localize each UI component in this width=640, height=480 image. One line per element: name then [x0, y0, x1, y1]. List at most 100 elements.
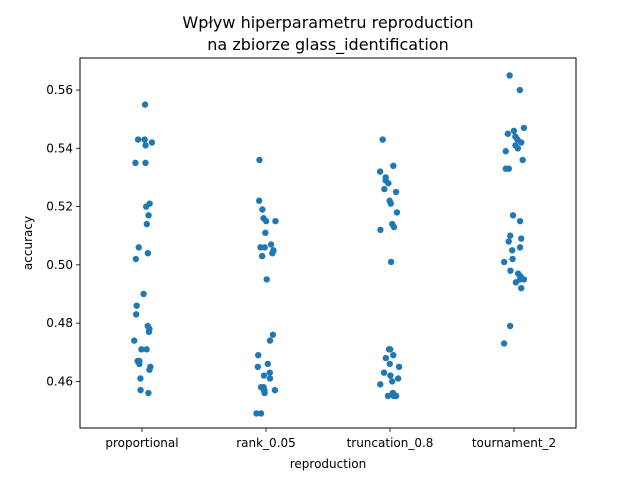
data-point: [516, 217, 524, 225]
data-point: [145, 389, 152, 397]
data-point: [390, 223, 398, 231]
x-tick-label: tournament_2: [472, 436, 556, 450]
data-point: [506, 72, 513, 79]
data-point: [509, 255, 516, 263]
y-tick-label: 0.46: [46, 374, 73, 388]
data-point: [148, 139, 156, 146]
data-point: [518, 139, 525, 146]
data-point: [260, 372, 268, 379]
data-point: [266, 369, 274, 376]
data-point: [520, 276, 528, 283]
data-point: [509, 212, 517, 219]
data-point: [142, 203, 150, 210]
data-point: [254, 363, 262, 371]
data-point: [262, 229, 269, 236]
chart-title-line-1: Wpływ hiperparametru reproduction: [182, 13, 473, 32]
data-point: [266, 337, 274, 344]
data-point: [387, 372, 394, 379]
data-point: [132, 311, 140, 318]
data-point: [134, 136, 142, 143]
data-point: [257, 410, 265, 417]
data-point: [141, 101, 149, 108]
data-point: [516, 86, 524, 94]
data-point: [142, 142, 149, 149]
data-point: [508, 247, 516, 254]
data-point: [262, 217, 270, 225]
data-point: [506, 322, 514, 330]
chart-title-line-2: na zbiorze glass_identification: [207, 35, 448, 55]
data-point: [261, 244, 268, 251]
data-point: [140, 290, 147, 298]
data-point: [138, 346, 145, 353]
data-point: [504, 130, 512, 137]
data-point: [272, 217, 279, 225]
data-point: [269, 250, 276, 257]
data-point: [510, 127, 518, 135]
data-point: [137, 386, 144, 394]
data-point: [258, 252, 266, 260]
data-point: [393, 209, 401, 216]
data-point: [520, 124, 528, 132]
data-point: [271, 386, 279, 394]
data-point: [143, 220, 150, 228]
data-point: [141, 136, 148, 143]
data-point: [255, 197, 263, 204]
data-point: [143, 346, 150, 353]
data-point: [146, 366, 153, 373]
data-point: [382, 354, 390, 362]
data-point: [502, 148, 509, 155]
data-points: [131, 72, 528, 417]
data-point: [507, 232, 514, 239]
data-point: [387, 346, 394, 353]
data-point: [145, 212, 152, 219]
data-point: [387, 258, 395, 266]
data-point: [145, 328, 153, 336]
y-tick-label: 0.54: [46, 141, 73, 155]
y-tick-label: 0.56: [46, 83, 73, 97]
data-point: [518, 284, 525, 292]
data-point: [385, 180, 392, 187]
x-tick-label: truncation_0.8: [347, 436, 434, 450]
data-point: [269, 331, 277, 338]
data-point: [266, 375, 274, 382]
y-tick-label: 0.52: [46, 200, 73, 214]
data-point: [390, 162, 397, 169]
y-axis: 0.46 0.48 0.50 0.52 0.54 0.56: [46, 83, 80, 388]
data-point: [377, 381, 384, 388]
data-point: [144, 250, 152, 257]
data-point: [261, 389, 268, 397]
data-point: [390, 392, 397, 400]
data-point: [263, 276, 270, 283]
data-point: [505, 238, 512, 245]
data-point: [255, 351, 262, 359]
data-point: [142, 159, 149, 167]
data-point: [380, 369, 388, 376]
data-point: [259, 206, 266, 213]
data-point: [377, 226, 384, 234]
y-tick-label: 0.48: [46, 316, 73, 330]
data-point: [514, 145, 522, 152]
data-point: [386, 360, 393, 368]
data-point: [512, 279, 520, 286]
data-point: [379, 136, 386, 143]
data-point: [253, 410, 260, 417]
x-tick-label: proportional: [105, 436, 178, 450]
x-axis-label: reproduction: [290, 457, 367, 471]
data-point: [264, 360, 271, 368]
data-point: [388, 378, 396, 385]
data-point: [507, 267, 514, 274]
data-point: [132, 159, 139, 167]
data-point: [132, 255, 140, 263]
data-point: [267, 241, 275, 248]
data-point: [390, 351, 397, 359]
x-tick-label: rank_0.05: [236, 436, 296, 450]
data-point: [135, 244, 142, 251]
data-point: [376, 168, 384, 175]
plot-frame: [79, 57, 577, 429]
data-point: [381, 185, 388, 193]
data-point: [387, 200, 394, 207]
y-axis-label: accuracy: [21, 216, 35, 270]
data-point: [518, 235, 525, 242]
data-point: [394, 375, 402, 382]
